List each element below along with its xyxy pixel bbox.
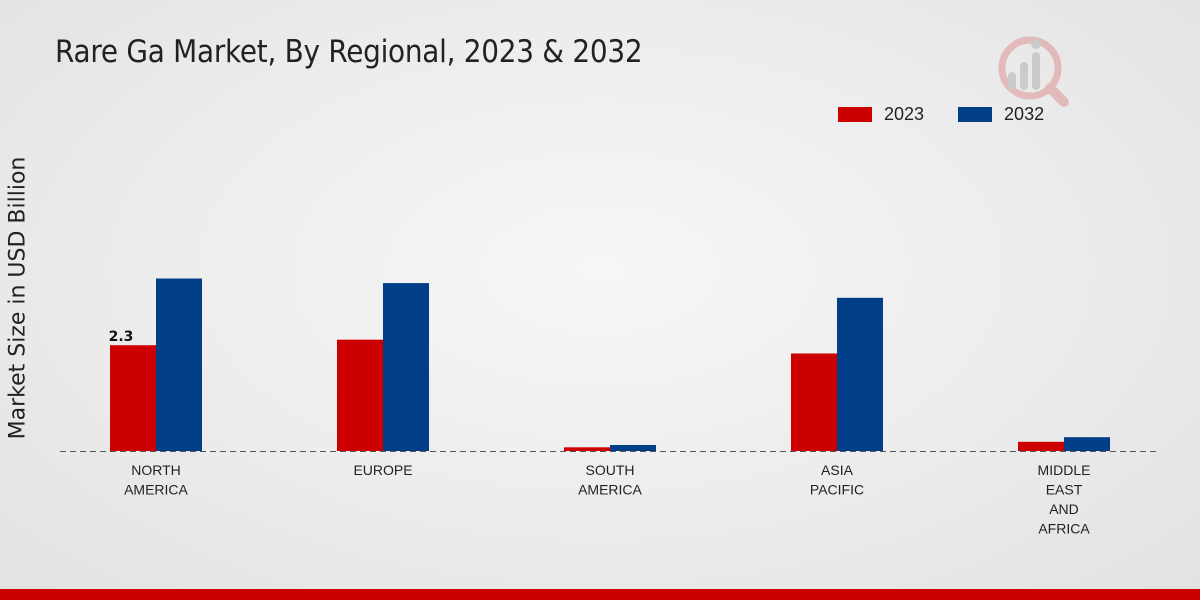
bar-south-america-2032 [610, 445, 656, 451]
legend-item-2023: 2023 [838, 104, 924, 125]
bar-south-america-2023 [564, 447, 610, 451]
data-label-0-0: 2.3 [109, 329, 134, 345]
bar-europe-2032 [383, 283, 429, 451]
legend-swatch-2032 [958, 107, 993, 122]
x-tick-europe: EUROPE [353, 462, 412, 478]
x-tick-south-america: SOUTH AMERICA [578, 462, 642, 498]
legend-label-2023: 2023 [884, 104, 925, 124]
legend-label-2032: 2032 [1004, 104, 1045, 124]
bar-group [110, 278, 1110, 451]
bottom-accent-bar [0, 589, 1200, 600]
legend: 2023 2032 [838, 104, 1078, 125]
x-tick-group: NORTH AMERICA EUROPE SOUTH AMERICA ASIA PACIFI… [124, 462, 1090, 537]
legend-item-2032: 2032 [958, 104, 1044, 125]
market-research-logo-icon [998, 36, 1069, 107]
bar-north-america-2023 [110, 345, 156, 451]
legend-swatch-2023 [838, 107, 872, 122]
bar-europe-2023 [337, 339, 383, 451]
bar-asia-pacific-2023 [791, 353, 837, 451]
data-label-group: 2.3 [109, 329, 134, 345]
chart-title: Rare Ga Market, By Regional, 2023 & 2032 [55, 34, 643, 70]
x-tick-north-america: NORTH AMERICA [124, 462, 188, 498]
bar-asia-pacific-2032 [837, 297, 883, 451]
bar-middle-east-and-africa-2023 [1018, 441, 1064, 451]
bar-middle-east-and-africa-2032 [1064, 437, 1110, 451]
x-tick-asia-pacific: ASIA PACIFIC [810, 462, 864, 498]
bar-north-america-2032 [156, 278, 202, 451]
x-tick-middle-east-and-africa: MIDDLE EAST AND AFRICA [1038, 462, 1091, 537]
